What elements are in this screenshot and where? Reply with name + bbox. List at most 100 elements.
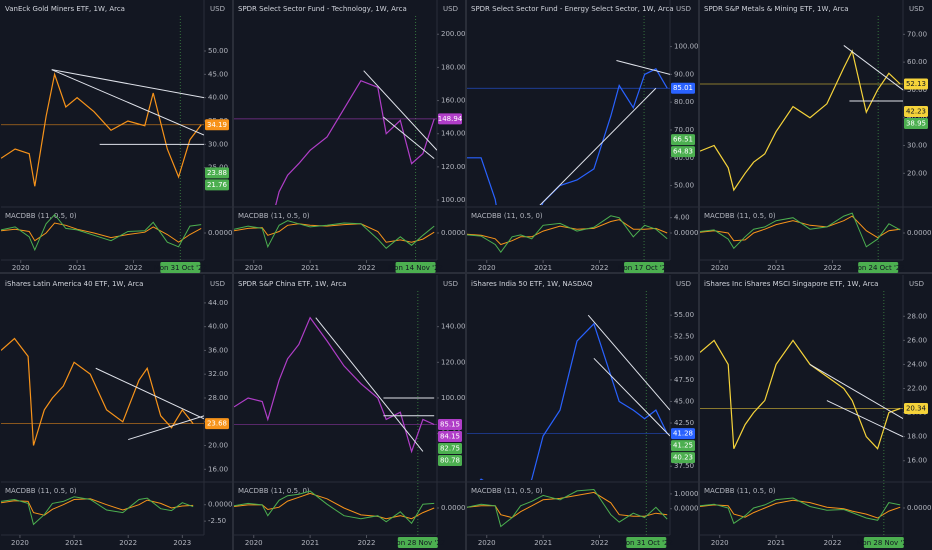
macd-line [234,490,435,525]
indicator-label: MACDBB (11, 0.5, 0) [238,487,310,495]
macd-signal [1,222,202,243]
y-tick-label: 28.00 [208,394,228,402]
macd-line [1,213,202,252]
chart-title: VanEck Gold Miners ETF, 1W, Arca [5,5,125,13]
price-label: 85.01 [673,84,693,92]
trendline [128,415,204,441]
price-label: 148.94 [438,115,463,123]
x-tick-label: 2020 [478,539,496,547]
x-tick-label: 2020 [12,264,30,272]
price-label-box [438,113,462,125]
indicator-label: MACDBB (11, 0.5, 0) [704,212,776,220]
price-label-box [438,454,462,466]
price-label-box [904,118,928,130]
crosshair-date: Mon 24 Oct '22 [852,264,905,272]
macd-tick-label: 0.0000 [907,504,932,512]
currency: USD [909,280,924,288]
macd-tick-label: 0.0000 [674,505,699,513]
chart-title: SPDR S&P Metals & Mining ETF, 1W, Arca [704,5,849,13]
price-series [700,49,901,192]
y-tick-label: 200.00 [441,30,466,38]
macd-tick-label: -2.50 [208,517,226,525]
trendline [809,364,903,420]
crosshair-date: Mon 31 Oct '22 [154,264,207,272]
y-tick-label: 26.00 [907,336,927,344]
macd-line [700,497,901,525]
price-label-box [205,179,229,191]
x-tick-label: 2020 [711,539,729,547]
currency: USD [210,280,225,288]
price-label-box [438,430,462,442]
macd-signal [467,491,668,519]
crosshair-date-box [397,537,438,548]
y-tick-label: 140.00 [441,323,466,331]
x-tick-label: 2022 [591,264,609,272]
y-tick-label: 120.00 [441,163,466,171]
y-tick-label: 140.00 [441,130,466,138]
y-tick-label: 100.00 [674,43,699,51]
price-label: 21.76 [207,181,228,189]
trendline [51,69,204,136]
y-tick-label: 180.00 [441,63,466,71]
indicator-label: MACDBB (11, 0.5, 0) [471,212,543,220]
x-tick-label: 2021 [301,539,319,547]
x-tick-label: 2020 [11,539,29,547]
chart-title: SPDR Select Sector Fund - Energy Select … [471,5,674,13]
price-label: 41.28 [673,430,693,438]
x-tick-label: 2022 [824,539,842,547]
price-label: 85.15 [440,420,460,428]
trendline [95,367,204,420]
price-label-box [671,428,695,440]
x-tick-label: 2022 [358,264,376,272]
x-tick-label: 2021 [534,264,552,272]
price-label: 42.23 [906,108,926,116]
price-label: 66.51 [673,136,693,144]
y-tick-label: 52.50 [674,333,694,341]
price-label: 82.75 [440,444,460,452]
indicator-label: MACDBB (11, 0.5, 0) [5,487,77,495]
x-tick-label: 2021 [301,264,319,272]
price-label: 20.34 [906,404,927,412]
price-label-box [205,167,229,179]
crosshair-date: Mon 14 Nov '22 [388,264,443,272]
price-label: 84.15 [440,432,460,440]
y-tick-label: 40.00 [208,323,228,331]
y-tick-label: 24.00 [907,360,927,368]
chart-title: SPDR Select Sector Fund - Technology, 1W… [238,5,407,13]
y-tick-label: 60.00 [907,58,927,66]
y-tick-label: 42.50 [674,419,694,427]
price-label: 41.25 [673,442,693,450]
x-tick-label: 2022 [591,539,609,547]
x-tick-label: 2020 [478,264,496,272]
y-tick-label: 22.00 [907,385,927,393]
macd-line [1,496,194,526]
y-tick-label: 37.50 [674,462,694,470]
price-series [275,79,435,205]
price-label-box [904,402,928,414]
y-tick-label: 16.00 [907,457,927,465]
y-tick-label: 100.00 [441,196,466,204]
x-tick-label: 2021 [65,539,83,547]
x-tick-label: 2020 [711,264,729,272]
y-tick-label: 18.00 [907,433,927,441]
macd-signal [234,223,435,243]
price-label-box [904,106,928,118]
y-tick-label: 30.00 [907,142,927,150]
y-tick-label: 40.00 [907,114,927,122]
macd-signal [700,499,901,519]
y-tick-label: 45.00 [674,397,694,405]
y-tick-label: 16.00 [208,465,228,473]
y-tick-label: 32.00 [208,370,228,378]
price-label-box [671,440,695,452]
x-tick-label: 2021 [534,539,552,547]
y-tick-label: 70.00 [907,30,927,38]
chart-title: SPDR S&P China ETF, 1W, Arca [238,280,346,288]
indicator-label: MACDBB (11, 0.5, 0) [704,487,776,495]
price-label: 38.95 [906,120,926,128]
price-series [700,339,901,450]
macd-line [700,212,901,250]
macd-tick-label: 0.0000 [208,501,233,509]
crosshair-date-box [626,537,667,548]
crosshair-date: Mon 28 Nov '22 [856,539,911,547]
